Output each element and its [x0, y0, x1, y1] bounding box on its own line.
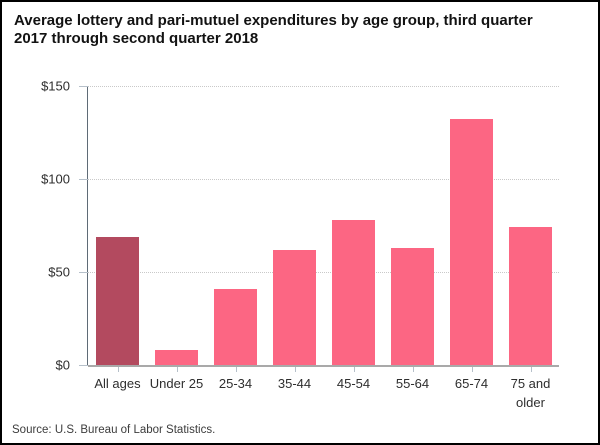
bar-under-25 — [155, 350, 198, 365]
y-axis-tick-label: $0 — [55, 357, 70, 373]
x-axis-category-label: 45-54 — [336, 376, 371, 391]
chart-title: Average lottery and pari-mutuel expendit… — [14, 12, 533, 47]
x-axis-category-label: 25-34 — [218, 376, 253, 391]
bar-55-64 — [391, 247, 434, 365]
source-note: Source: U.S. Bureau of Labor Statistics. — [12, 424, 216, 436]
y-axis-tick-label: $50 — [48, 264, 70, 280]
plot-area: $0 $50 $100 $150 All ages Under 25 25-34 35-44 4… — [41, 79, 559, 410]
y-axis-tick — [79, 365, 88, 366]
bar-35-44 — [273, 249, 316, 365]
gridline-100 — [88, 179, 559, 180]
y-axis-tick-label: $100 — [41, 171, 70, 187]
y-axis-tick — [79, 179, 88, 180]
x-axis-tick — [294, 367, 296, 372]
bar-25-34 — [214, 288, 257, 365]
x-axis-category-label: All ages — [94, 376, 141, 391]
bar-45-54 — [332, 219, 375, 365]
y-axis-tick — [79, 272, 88, 273]
gridline-50 — [88, 272, 559, 273]
x-axis-line — [88, 365, 559, 367]
x-axis-category-label: 65-74 — [454, 376, 489, 391]
y-axis-tick-label: $150 — [41, 78, 70, 94]
x-axis-tick — [471, 367, 473, 372]
gridline-150 — [88, 86, 559, 87]
x-axis-category-label: 55-64 — [395, 376, 430, 391]
x-axis-tick — [353, 367, 355, 372]
bar-all-ages — [96, 236, 139, 365]
y-axis-tick — [79, 86, 88, 87]
x-axis-tick — [176, 367, 178, 372]
x-axis-tick — [235, 367, 237, 372]
x-axis-category-label: Under 25 — [149, 376, 204, 391]
x-axis-category-label: 35-44 — [277, 376, 312, 391]
bar-75-and-older — [509, 227, 552, 365]
x-axis-tick — [117, 367, 119, 372]
bar-65-74 — [450, 119, 493, 365]
x-axis-category-label: 75 and older — [510, 376, 551, 410]
x-axis-tick — [530, 367, 532, 372]
x-axis-tick — [412, 367, 414, 372]
